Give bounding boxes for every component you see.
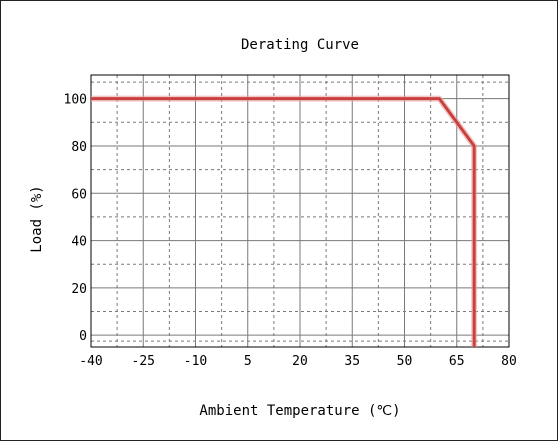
x-tick-label: 65: [449, 354, 465, 369]
series-group: [91, 95, 478, 347]
plot-area-border: [90, 74, 510, 348]
y-tick-label: 60: [71, 187, 87, 202]
x-tick-label: -25: [132, 354, 155, 369]
x-tick-label: 5: [244, 354, 252, 369]
y-tick-label: 100: [64, 93, 87, 108]
x-tick-label: -40: [79, 354, 102, 369]
x-tick-label: 80: [501, 354, 517, 369]
x-axis-label: Ambient Temperature (℃): [199, 403, 400, 419]
x-axis-ticks: -40 -25 -10 5 20 35 50 65 80: [79, 354, 517, 369]
x-tick-label: 20: [292, 354, 308, 369]
derating-curve-glow: [91, 95, 478, 347]
y-tick-label: 40: [71, 235, 87, 250]
x-tick-label: 50: [397, 354, 413, 369]
y-tick-label: 80: [71, 140, 87, 155]
y-axis-label: Load (%): [29, 185, 45, 252]
chart-title: Derating Curve: [241, 37, 359, 53]
x-tick-label: -10: [184, 354, 207, 369]
y-tick-label: 0: [79, 329, 87, 344]
derating-curve-line: [91, 97, 476, 347]
y-axis-ticks: 0 20 40 60 80 100: [64, 93, 87, 345]
x-tick-label: 35: [344, 354, 360, 369]
major-grid: [91, 75, 509, 347]
y-tick-label: 20: [71, 282, 87, 297]
minor-grid: [91, 75, 509, 347]
